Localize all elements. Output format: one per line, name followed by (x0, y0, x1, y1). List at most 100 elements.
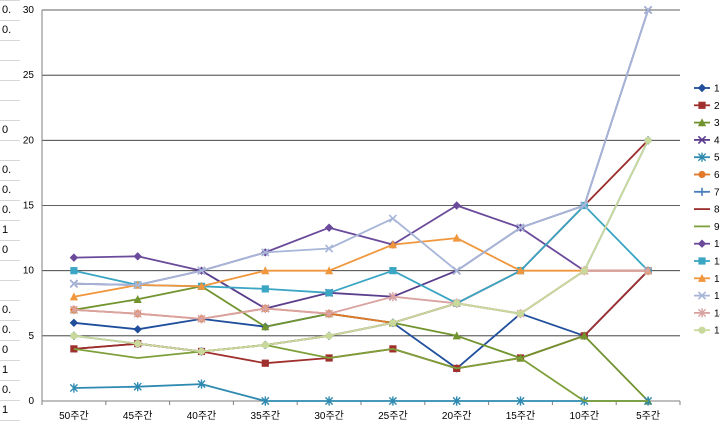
data-point (452, 233, 461, 242)
data-point (133, 280, 142, 290)
sheet-row-line (0, 80, 20, 81)
legend[interactable]: 123456789101112131415 (694, 84, 720, 337)
x-tick-label: 30주간 (314, 410, 344, 422)
data-point (133, 382, 142, 392)
sheet-row-line (0, 300, 20, 301)
legend-item[interactable]: 6 (694, 170, 720, 181)
data-point (697, 135, 707, 145)
sheet-row-line (0, 260, 20, 261)
sheet-row-line (0, 120, 20, 121)
data-point (388, 396, 397, 406)
sheet-row-line (0, 280, 20, 281)
legend-item[interactable]: 5 (694, 152, 720, 164)
y-tick-label: 5 (28, 331, 34, 342)
series-line (73, 204, 649, 272)
data-point (697, 239, 707, 248)
legend-item[interactable]: 15 (694, 326, 720, 337)
data-point (516, 266, 525, 275)
series-13 (69, 5, 653, 290)
data-point (389, 319, 397, 327)
data-point (261, 303, 270, 314)
x-tick-label: 25주간 (378, 410, 408, 422)
x-tick-label: 20주간 (442, 410, 472, 422)
data-point (69, 383, 78, 393)
legend-item[interactable]: 9 (694, 222, 720, 233)
sheet-cell-fragment: 1 (2, 404, 9, 416)
legend-label: 12 (714, 274, 720, 285)
legend-item[interactable]: 4 (694, 135, 720, 146)
sheet-row-line (0, 0, 20, 1)
sheet-row-line (0, 40, 20, 41)
x-tick-label: 15주간 (506, 410, 536, 422)
data-point (133, 252, 142, 261)
sheet-row-line (0, 200, 20, 201)
x-tick-label: 50주간 (59, 410, 89, 422)
sheet-row-line (0, 100, 20, 101)
data-point (69, 279, 79, 288)
sheet-row-line (0, 360, 20, 361)
legend-item[interactable]: 2 (694, 101, 720, 112)
data-point (580, 201, 589, 210)
data-point (325, 309, 334, 319)
data-point (324, 223, 334, 232)
legend-item[interactable]: 3 (694, 118, 720, 129)
data-point (698, 101, 706, 109)
sheet-cell-fragment: 0. (2, 4, 12, 16)
legend-label: 9 (714, 222, 720, 233)
legend-label: 6 (714, 170, 720, 181)
y-tick-label: 30 (23, 5, 35, 16)
data-point (452, 201, 461, 210)
data-point (261, 285, 269, 293)
sheet-cell-fragment: 0 (2, 124, 9, 136)
legend-item[interactable]: 10 (694, 239, 720, 250)
sheet-row-line (0, 420, 20, 421)
data-point (133, 294, 142, 303)
series-15 (70, 136, 652, 356)
legend-label: 10 (714, 239, 720, 250)
y-tick-label: 15 (23, 201, 35, 212)
legend-item[interactable]: 14 (694, 308, 720, 319)
legend-item[interactable]: 8 (694, 205, 720, 216)
series-9 (73, 344, 649, 402)
legend-label: 2 (714, 101, 720, 112)
x-tick-label: 40주간 (187, 410, 217, 422)
data-point (644, 266, 653, 276)
legend-item[interactable]: 7 (694, 187, 720, 198)
legend-label: 11 (714, 257, 720, 268)
sheet-row-line (0, 240, 20, 241)
data-point (452, 266, 461, 275)
series-lines (69, 5, 653, 406)
sheet-cell-fragment: 0. (2, 164, 12, 176)
data-point (197, 379, 206, 389)
legend-item[interactable]: 12 (694, 274, 720, 285)
legend-label: 3 (714, 118, 720, 129)
data-point (325, 266, 334, 275)
data-point (325, 332, 333, 340)
y-tick-label: 20 (23, 135, 35, 146)
legend-item[interactable]: 13 (694, 291, 720, 302)
x-tick-label: 10주간 (570, 410, 600, 422)
data-point (197, 266, 206, 275)
legend-item[interactable]: 11 (694, 257, 720, 268)
data-point (452, 396, 461, 406)
data-point (69, 253, 79, 262)
data-point (325, 396, 334, 406)
x-tick-label: 45주간 (123, 410, 153, 422)
series-line (73, 139, 649, 353)
legend-item[interactable]: 1 (694, 84, 720, 95)
legend-label: 7 (714, 187, 720, 198)
sheet-row-line (0, 140, 20, 141)
sheet-row-line (0, 400, 20, 401)
data-point (697, 118, 707, 127)
data-point (69, 292, 78, 301)
data-point (261, 341, 269, 349)
x-tick-label: 5주간 (636, 410, 660, 422)
sheet-row-line (0, 20, 20, 21)
sheet-row-line (0, 180, 20, 181)
sheet-row-line (0, 60, 20, 61)
data-point (261, 396, 270, 406)
data-point (580, 267, 588, 275)
sheet-row-line (0, 380, 20, 381)
data-point (388, 292, 397, 302)
data-point (643, 5, 653, 15)
